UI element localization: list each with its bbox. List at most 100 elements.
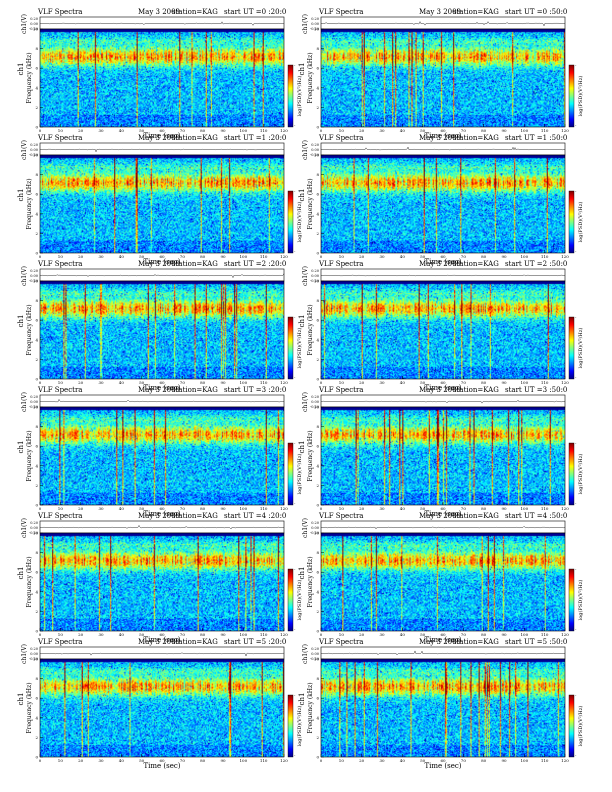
x-tick-label: 30	[98, 758, 104, 763]
y-tick-label: 4	[316, 337, 319, 342]
colorbar	[287, 568, 294, 632]
x-tick-label: 110	[260, 758, 268, 763]
x-tick-label: 70	[180, 758, 186, 763]
panel-start-time: start UT =0 :50:0	[505, 8, 567, 16]
panel-station: station=KAG	[453, 8, 499, 16]
x-tick-label: 30	[98, 632, 104, 637]
x-tick-label: 20	[359, 380, 365, 385]
y-tick-label: 10	[314, 405, 320, 410]
waveform-ylabel: ch1(V)	[302, 140, 309, 160]
panel-title: VLF Spectra	[37, 512, 82, 520]
waveform-tick-label: 0.00	[311, 274, 319, 278]
panel-start-time: start UT =1 :50:0	[505, 134, 567, 142]
waveform-tick-label: -0.20	[29, 657, 38, 661]
colorbar	[568, 190, 575, 254]
y-tick-label: 0	[35, 377, 38, 382]
waveform-frame	[320, 394, 566, 408]
x-tick-label: 40	[119, 380, 125, 385]
x-tick-label: 30	[379, 380, 385, 385]
y-axis-label: Frequency (kHz)	[307, 556, 314, 607]
panel-title: VLF Spectra	[318, 386, 363, 394]
x-tick-label: 40	[119, 632, 125, 637]
colorbar	[568, 64, 575, 128]
y-tick-label: 0	[35, 503, 38, 508]
x-tick-label: 60	[159, 758, 165, 763]
x-tick-label: 70	[461, 254, 467, 259]
spectrogram-image	[40, 659, 284, 757]
panel-start-time: start UT =4 :50:0	[505, 512, 567, 520]
y-axis-label: Frequency (kHz)	[307, 304, 314, 355]
waveform-tick-label: 0.00	[30, 400, 38, 404]
x-axis-label: Time (sec)	[143, 384, 180, 392]
waveform-trace	[320, 650, 566, 656]
colorbar-label: log(PSD)(V²/Hz)	[577, 202, 584, 243]
waveform-tick-label: 0.00	[30, 526, 38, 530]
x-tick-label: 100	[240, 758, 248, 763]
x-tick-label: 30	[379, 128, 385, 133]
waveform-tick-label: -0.20	[310, 657, 319, 661]
y-tick-label: 10	[33, 405, 39, 410]
waveform-tick-label: 0.00	[30, 148, 38, 152]
x-tick-label: 20	[78, 128, 84, 133]
panel-station: station=KAG	[453, 134, 499, 142]
spectrogram-image	[40, 155, 284, 253]
waveform-tick-label: 0.00	[30, 274, 38, 278]
panel-date: May 3 2009	[419, 134, 461, 142]
x-tick-label: 10	[339, 254, 345, 259]
x-tick-label: 10	[339, 632, 345, 637]
x-tick-label: 0	[320, 758, 323, 763]
x-tick-label: 50	[139, 254, 145, 259]
y-tick-label: 4	[35, 715, 38, 720]
waveform-frame	[39, 16, 285, 30]
x-tick-label: 120	[280, 128, 288, 133]
x-tick-label: 10	[58, 632, 64, 637]
y-tick-label: 4	[35, 589, 38, 594]
panel-start-time: start UT =2 :20:0	[224, 260, 286, 268]
y-axis-label: Frequency (kHz)	[26, 430, 33, 481]
x-tick-label: 90	[220, 506, 226, 511]
y-tick-label: 6	[316, 192, 319, 197]
x-axis-label: Time (sec)	[143, 132, 180, 140]
panel-station: station=KAG	[172, 512, 218, 520]
panel-title: VLF Spectra	[318, 134, 363, 142]
y-tick-label: 8	[35, 46, 38, 51]
colorbar-label: log(PSD)(V²/Hz)	[296, 580, 303, 621]
panel-station: station=KAG	[453, 512, 499, 520]
panel-title: VLF Spectra	[37, 260, 82, 268]
colorbar-tick-label: -	[575, 441, 577, 446]
panel-start-time: start UT =5 :50:0	[505, 638, 567, 646]
x-tick-label: 0	[39, 758, 42, 763]
y-axis-label: Frequency (kHz)	[26, 52, 33, 103]
waveform-trace	[39, 273, 285, 279]
x-tick-label: 70	[180, 380, 186, 385]
x-tick-label: 40	[119, 506, 125, 511]
y-tick-label: 8	[35, 550, 38, 555]
waveform-tick-label: -0.20	[310, 153, 319, 157]
y-tick-label: 2	[35, 735, 38, 740]
y-tick-label: 0	[316, 251, 319, 256]
x-tick-label: 30	[98, 254, 104, 259]
panel-date: May 3 2009	[138, 386, 180, 394]
panel-date: May 3 2009	[138, 512, 180, 520]
waveform-tick-label: 0.20	[311, 17, 319, 21]
colorbar-tick-label: -	[294, 627, 296, 632]
x-tick-label: 0	[39, 254, 42, 259]
y-tick-label: 4	[35, 337, 38, 342]
waveform-trace	[39, 524, 285, 530]
y-tick-label: 2	[316, 357, 319, 362]
x-tick-label: 60	[440, 506, 446, 511]
waveform-ylabel: ch1(V)	[302, 14, 309, 34]
y-tick-label: 8	[316, 424, 319, 429]
waveform-tick-label: -0.20	[29, 405, 38, 409]
x-tick-label: 60	[159, 506, 165, 511]
x-tick-label: 110	[541, 254, 549, 259]
waveform-ylabel: ch1(V)	[21, 392, 28, 412]
y-tick-label: 10	[33, 27, 39, 32]
x-tick-label: 100	[521, 758, 529, 763]
y-tick-label: 6	[316, 318, 319, 323]
panel-date: May 3 2009	[419, 638, 461, 646]
waveform-ylabel: ch1(V)	[302, 266, 309, 286]
x-tick-label: 10	[58, 128, 64, 133]
